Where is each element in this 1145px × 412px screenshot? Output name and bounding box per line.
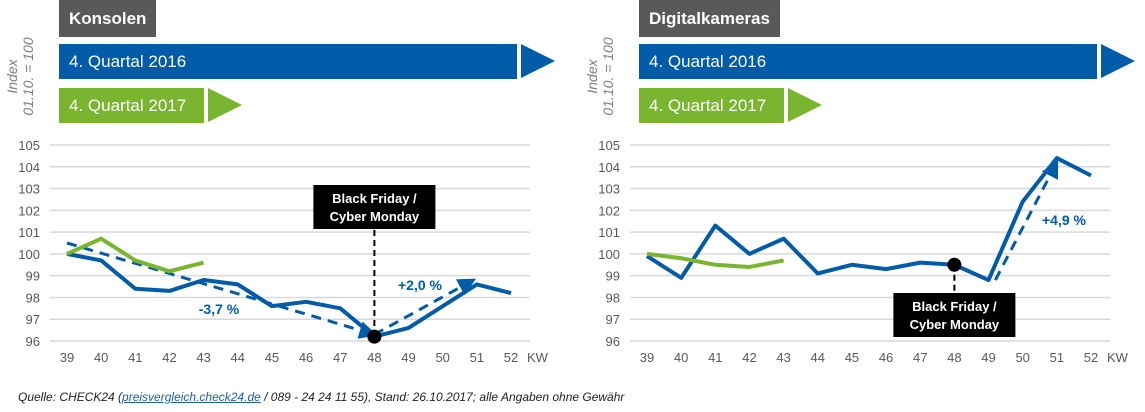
series-line xyxy=(66,251,512,339)
series-line xyxy=(66,236,205,274)
x-tick-label: 49 xyxy=(401,350,415,365)
y-tick-label: 97 xyxy=(26,312,40,327)
source-prefix: Quelle: CHECK24 ( xyxy=(18,390,123,404)
y-tick-label: 103 xyxy=(18,182,40,197)
y-tick-label: 102 xyxy=(18,203,40,218)
y-tick-label: 98 xyxy=(26,290,40,305)
x-tick-label: 46 xyxy=(299,350,313,365)
series-line xyxy=(645,156,1092,283)
x-tick-label: 51 xyxy=(1050,350,1064,365)
y-tick-label: 96 xyxy=(606,334,620,349)
source-note: Quelle: CHECK24 (preisvergleich.check24.… xyxy=(18,390,624,404)
y-tick-label: 105 xyxy=(598,138,620,153)
chart-panel-konsolen: Konsolen 4. Quartal 2016 4. Quartal 2017… xyxy=(0,0,570,375)
x-tick-label: 41 xyxy=(708,350,722,365)
series-line xyxy=(646,251,784,269)
trend-label: +2,0 % xyxy=(398,277,443,293)
y-tick-label: 103 xyxy=(598,182,620,197)
annotation-text: Cyber Monday xyxy=(910,317,1000,332)
x-tick-label: 41 xyxy=(128,350,142,365)
x-tick-label: 50 xyxy=(1015,350,1029,365)
chart-title: Digitalkameras xyxy=(639,0,780,37)
x-tick-label: 45 xyxy=(845,350,859,365)
x-tick-label: 48 xyxy=(367,350,381,365)
y-tick-label: 104 xyxy=(18,160,40,175)
x-tick-label: 49 xyxy=(981,350,995,365)
legend-2016-bar: 4. Quartal 2016 xyxy=(59,44,517,79)
y-tick-label: 98 xyxy=(606,290,620,305)
chart-plot-konsolen: 96 97 98 99 100 101 102 103 104 105 39 40 41 42 43 44 45… xyxy=(18,138,549,365)
annotation-text: Black Friday / xyxy=(332,191,417,206)
annotation-text: Cyber Monday xyxy=(330,209,420,224)
source-suffix: / 089 - 24 24 11 55), Stand: 26.10.2017;… xyxy=(260,390,625,404)
annotation-box xyxy=(893,293,1016,337)
annotation-text: Black Friday / xyxy=(912,299,997,314)
trend-arrow xyxy=(994,159,1059,281)
y-tick-label: 101 xyxy=(18,225,40,240)
x-axis-label: KW xyxy=(527,350,549,365)
y-tick-label: 100 xyxy=(598,247,620,262)
x-tick-label: 40 xyxy=(94,350,108,365)
trend-label: +4,9 % xyxy=(1042,212,1087,228)
chart-title: Konsolen xyxy=(59,0,157,37)
trend-arrow xyxy=(66,241,378,339)
annotation-marker xyxy=(947,257,962,272)
trend-label: -3,7 % xyxy=(199,301,240,317)
trend-arrow xyxy=(373,278,477,336)
x-tick-label: 47 xyxy=(333,350,347,365)
source-link[interactable]: preisvergleich.check24.de xyxy=(122,390,261,404)
legend-2016-arrow-icon xyxy=(521,44,555,78)
x-tick-label: 44 xyxy=(231,350,245,365)
x-tick-label: 50 xyxy=(435,350,449,365)
legend-2016-arrow-icon xyxy=(1101,44,1135,78)
y-tick-label: 105 xyxy=(18,138,40,153)
legend-2017-arrow-icon xyxy=(788,88,822,122)
x-tick-label: 43 xyxy=(196,350,210,365)
x-tick-label: 48 xyxy=(947,350,961,365)
chart-plot-digitalkameras: 96 97 98 99 100 101 102 103 104 105 39 40 41 42 43 44 45… xyxy=(598,138,1129,365)
x-tick-label: 40 xyxy=(674,350,688,365)
y-tick-label: 99 xyxy=(26,269,40,284)
chart-panel-digitalkameras: Digitalkameras 4. Quartal 2016 4. Quarta… xyxy=(580,0,1145,375)
x-tick-label: 52 xyxy=(504,350,518,365)
y-tick-label: 96 xyxy=(26,334,40,349)
x-axis-label: KW xyxy=(1107,350,1129,365)
x-tick-label: 52 xyxy=(1084,350,1098,365)
legend-2017-arrow-icon xyxy=(208,88,242,122)
x-tick-label: 43 xyxy=(776,350,790,365)
x-tick-label: 39 xyxy=(640,350,654,365)
x-tick-label: 42 xyxy=(162,350,176,365)
x-tick-label: 47 xyxy=(913,350,927,365)
annotation-marker xyxy=(367,329,382,344)
y-tick-label: 102 xyxy=(598,203,620,218)
x-tick-label: 46 xyxy=(879,350,893,365)
y-tick-label: 99 xyxy=(606,269,620,284)
x-tick-label: 42 xyxy=(742,350,756,365)
x-tick-label: 44 xyxy=(811,350,825,365)
y-tick-label: 97 xyxy=(606,312,620,327)
y-tick-label: 101 xyxy=(598,225,620,240)
x-tick-label: 51 xyxy=(470,350,484,365)
legend-2016-bar: 4. Quartal 2016 xyxy=(639,44,1097,79)
y-tick-label: 100 xyxy=(18,247,40,262)
y-tick-label: 104 xyxy=(598,160,620,175)
annotation-box xyxy=(313,185,436,229)
legend-2017-bar: 4. Quartal 2017 xyxy=(59,88,204,123)
legend-2017-bar: 4. Quartal 2017 xyxy=(639,88,784,123)
x-tick-label: 39 xyxy=(60,350,74,365)
x-tick-label: 45 xyxy=(265,350,279,365)
